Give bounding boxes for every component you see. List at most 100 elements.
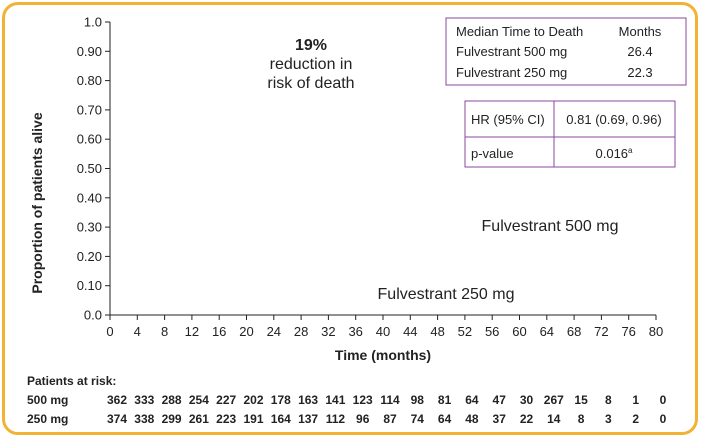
y-tick-label: 0.20 bbox=[77, 249, 102, 264]
risk-value: 30 bbox=[520, 393, 534, 407]
x-tick-label: 72 bbox=[594, 324, 608, 339]
series-label-500: Fulvestrant 500 mg bbox=[482, 218, 619, 235]
median-row-500-value: 26.4 bbox=[627, 44, 652, 59]
y-tick-label: 0.30 bbox=[77, 220, 102, 235]
x-tick-label: 56 bbox=[485, 324, 499, 339]
risk-value: 362 bbox=[107, 393, 127, 407]
risk-value: 227 bbox=[216, 393, 236, 407]
risk-value: 64 bbox=[438, 412, 452, 426]
risk-value: 141 bbox=[325, 393, 345, 407]
risk-value: 2 bbox=[632, 412, 639, 426]
median-table-header-months: Months bbox=[619, 24, 662, 39]
series-label-250: Fulvestrant 250 mg bbox=[378, 286, 515, 303]
risk-value: 0 bbox=[660, 393, 667, 407]
risk-value: 22 bbox=[520, 412, 534, 426]
risk-value: 202 bbox=[243, 393, 263, 407]
x-tick-label: 64 bbox=[540, 324, 554, 339]
median-row-500-label: Fulvestrant 500 mg bbox=[456, 44, 567, 59]
y-tick-label: 0.70 bbox=[77, 102, 102, 117]
risk-value: 96 bbox=[356, 412, 370, 426]
risk-value: 191 bbox=[243, 412, 263, 426]
risk-table-title: Patients at risk: bbox=[27, 374, 116, 388]
x-ticks: 0 4 8 12 16 20 24 28 32 36 40 44 48 52 56 60 64 68 72 76 80 bbox=[106, 315, 663, 339]
risk-value: 114 bbox=[380, 393, 400, 407]
x-tick-label: 4 bbox=[134, 324, 141, 339]
risk-value: 223 bbox=[216, 412, 236, 426]
risk-value: 74 bbox=[411, 412, 425, 426]
risk-value: 288 bbox=[162, 393, 182, 407]
y-tick-label: 1.0 bbox=[84, 15, 102, 30]
x-tick-label: 24 bbox=[267, 324, 281, 339]
x-tick-label: 16 bbox=[212, 324, 226, 339]
hr-value: 0.81 (0.69, 0.96) bbox=[566, 112, 661, 127]
median-row-250-value: 22.3 bbox=[627, 65, 652, 80]
x-tick-label: 40 bbox=[376, 324, 390, 339]
x-tick-label: 52 bbox=[458, 324, 472, 339]
x-tick-label: 44 bbox=[403, 324, 417, 339]
risk-value: 374 bbox=[107, 412, 127, 426]
median-table-header-label: Median Time to Death bbox=[456, 24, 583, 39]
reduction-percent: 19% bbox=[295, 37, 327, 54]
y-tick-label: 0.90 bbox=[77, 44, 102, 59]
hr-table-box bbox=[464, 100, 676, 168]
risk-value: 3 bbox=[605, 412, 612, 426]
risk-value: 178 bbox=[271, 393, 291, 407]
reduction-line-2: risk of death bbox=[267, 75, 354, 92]
risk-value: 123 bbox=[353, 393, 373, 407]
x-tick-label: 8 bbox=[161, 324, 168, 339]
risk-value: 0 bbox=[660, 412, 667, 426]
x-tick-label: 48 bbox=[430, 324, 444, 339]
x-tick-label: 36 bbox=[348, 324, 362, 339]
y-tick-label: 0.60 bbox=[77, 132, 102, 147]
x-tick-label: 20 bbox=[239, 324, 253, 339]
risk-value: 98 bbox=[411, 393, 425, 407]
risk-value: 15 bbox=[574, 393, 588, 407]
risk-value: 37 bbox=[493, 412, 507, 426]
hr-label: HR (95% CI) bbox=[471, 112, 545, 127]
risk-value: 14 bbox=[547, 412, 561, 426]
y-axis-label: Proportion of patients alive bbox=[29, 112, 45, 293]
x-tick-label: 76 bbox=[621, 324, 635, 339]
median-table-box bbox=[445, 17, 687, 86]
y-tick-label: 0.40 bbox=[77, 190, 102, 205]
risk-value: 1 bbox=[632, 393, 639, 407]
risk-row-500: 362 333 288 254 227 202 178 163 141 123 114 98 81 64 4… bbox=[107, 393, 667, 407]
risk-row-label-250: 250 mg bbox=[27, 412, 68, 426]
median-row-250-label: Fulvestrant 250 mg bbox=[456, 65, 567, 80]
risk-value: 333 bbox=[134, 393, 154, 407]
risk-value: 8 bbox=[605, 393, 612, 407]
risk-value: 164 bbox=[271, 412, 291, 426]
risk-value: 299 bbox=[162, 412, 182, 426]
risk-value: 64 bbox=[465, 393, 479, 407]
x-tick-label: 80 bbox=[649, 324, 663, 339]
risk-value: 8 bbox=[578, 412, 585, 426]
x-tick-label: 32 bbox=[321, 324, 335, 339]
x-tick-label: 68 bbox=[567, 324, 581, 339]
y-tick-label: 0.0 bbox=[84, 308, 102, 323]
reduction-line-1: reduction in bbox=[270, 56, 353, 73]
y-tick-label: 0.80 bbox=[77, 73, 102, 88]
p-value-label: p-value bbox=[471, 146, 514, 161]
p-value-number: 0.016 bbox=[596, 146, 629, 161]
y-tick-label: 0.10 bbox=[77, 278, 102, 293]
x-tick-label: 60 bbox=[512, 324, 526, 339]
risk-value: 47 bbox=[493, 393, 507, 407]
risk-row-label-500: 500 mg bbox=[27, 393, 68, 407]
risk-value: 254 bbox=[189, 393, 209, 407]
y-ticks: 0.0 0.10 0.20 0.30 0.40 0.50 0.60 0.70 0.80 0.90 1… bbox=[77, 15, 110, 323]
p-value-superscript: a bbox=[628, 146, 633, 155]
risk-row-250: 374 338 299 261 223 191 164 137 112 96 87 74 64 48 37 2… bbox=[107, 412, 667, 426]
risk-value: 261 bbox=[189, 412, 209, 426]
risk-value: 112 bbox=[326, 412, 346, 426]
y-tick-label: 0.50 bbox=[77, 161, 102, 176]
x-tick-label: 28 bbox=[294, 324, 308, 339]
x-axis-label: Time (months) bbox=[335, 347, 431, 363]
x-tick-label: 0 bbox=[106, 324, 113, 339]
p-value-value: 0.016a bbox=[596, 146, 634, 161]
risk-value: 48 bbox=[465, 412, 479, 426]
risk-value: 87 bbox=[383, 412, 397, 426]
risk-value: 163 bbox=[298, 393, 318, 407]
x-tick-label: 12 bbox=[185, 324, 199, 339]
risk-value: 81 bbox=[438, 393, 452, 407]
